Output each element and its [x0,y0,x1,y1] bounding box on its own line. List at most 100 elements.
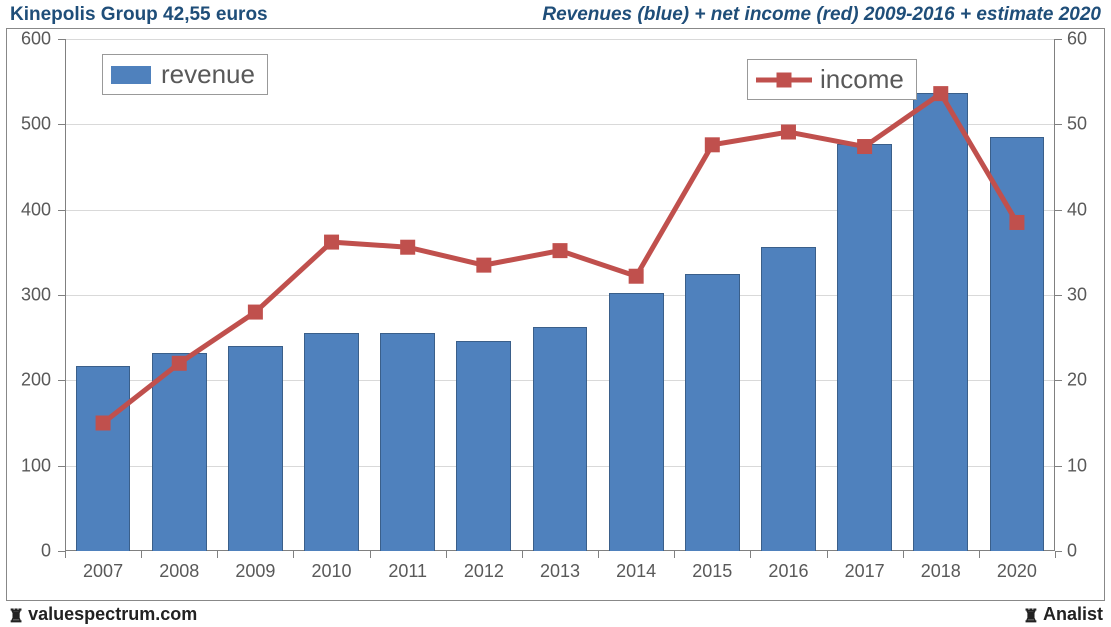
income-marker [400,240,415,255]
ytick-mark-left [58,124,65,125]
ytick-mark-left [58,295,65,296]
xtick-label: 2008 [159,561,199,582]
xtick-label: 2015 [692,561,732,582]
revenue-bar [609,293,664,551]
revenue-bar [380,333,435,551]
xtick-label: 2018 [921,561,961,582]
xtick-mark [446,551,447,558]
plot-area: 0100200300400500600010203040506020072008… [65,39,1055,551]
xtick-mark [674,551,675,558]
ytick-mark-right [1055,210,1062,211]
ytick-label-left: 600 [3,29,51,50]
ytick-label-left: 300 [3,285,51,306]
revenue-bar [456,341,511,551]
ytick-label-right: 20 [1067,370,1087,391]
revenue-bar [228,346,283,551]
ytick-mark-right [1055,466,1062,467]
income-marker [476,258,491,273]
xtick-mark [522,551,523,558]
gridline [65,295,1055,296]
ytick-mark-left [58,210,65,211]
income-marker [324,235,339,250]
ytick-mark-right [1055,380,1062,381]
revenue-bar [990,137,1045,551]
xtick-label: 2013 [540,561,580,582]
rook-icon: ♜ [1023,606,1039,627]
ytick-mark-right [1055,39,1062,40]
ytick-label-left: 100 [3,455,51,476]
ytick-mark-left [58,551,65,552]
xtick-mark [979,551,980,558]
revenue-bar [761,247,816,551]
xtick-label: 2017 [845,561,885,582]
ytick-label-right: 30 [1067,285,1087,306]
y-axis-left [65,39,66,551]
ytick-label-right: 60 [1067,29,1087,50]
gridline [65,124,1055,125]
legend-revenue-swatch [111,66,151,84]
income-marker [781,125,796,140]
ytick-label-right: 10 [1067,455,1087,476]
xtick-mark [370,551,371,558]
xtick-label: 2012 [464,561,504,582]
xtick-mark [293,551,294,558]
legend-revenue: revenue [102,54,268,95]
ytick-mark-left [58,466,65,467]
chart-title-right: Revenues (blue) + net income (red) 2009-… [542,4,1101,26]
ytick-mark-right [1055,295,1062,296]
revenue-bar [685,274,740,551]
chart-header: Kinepolis Group 42,55 euros Revenues (bl… [0,0,1111,28]
footer-left-text: valuespectrum.com [28,604,197,624]
xtick-mark [827,551,828,558]
xtick-mark [750,551,751,558]
ytick-mark-left [58,39,65,40]
chart-footer: ♜valuespectrum.com ♜Analist [0,603,1111,627]
ytick-mark-right [1055,124,1062,125]
revenue-bar [533,327,588,551]
ytick-label-left: 400 [3,199,51,220]
xtick-label: 2007 [83,561,123,582]
ytick-label-right: 50 [1067,114,1087,135]
gridline [65,39,1055,40]
revenue-bar [837,144,892,551]
xtick-label: 2009 [235,561,275,582]
revenue-bar [76,366,131,551]
legend-income: income [747,59,917,100]
footer-right-text: Analist [1043,604,1103,624]
xtick-label: 2011 [388,561,427,582]
chart-container: 0 100 200 300 400 500 600 0 10 20 30 40 50 60 2007 2008… [6,28,1105,601]
xtick-label: 2016 [768,561,808,582]
xtick-label: 2014 [616,561,656,582]
gridline [65,210,1055,211]
footer-right: ♜Analist [1023,604,1103,627]
xtick-mark [217,551,218,558]
xtick-mark [1055,551,1056,558]
xtick-mark [598,551,599,558]
legend-income-label: income [820,64,904,95]
legend-revenue-label: revenue [161,59,255,90]
xtick-mark [65,551,66,558]
rook-icon: ♜ [8,606,24,627]
income-marker [705,137,720,152]
ytick-label-left: 500 [3,114,51,135]
income-marker [629,269,644,284]
ytick-label-left: 0 [3,541,51,562]
ytick-label-left: 200 [3,370,51,391]
revenue-bar [913,93,968,551]
xtick-label: 2010 [312,561,352,582]
xtick-label: 2020 [997,561,1037,582]
xtick-mark [903,551,904,558]
chart-title-left: Kinepolis Group 42,55 euros [10,4,268,26]
income-marker [248,305,263,320]
footer-left: ♜valuespectrum.com [8,604,197,627]
income-marker [553,243,568,258]
y-axis-right [1054,39,1055,551]
xtick-mark [141,551,142,558]
ytick-mark-left [58,380,65,381]
legend-income-swatch [756,70,812,90]
ytick-mark-right [1055,551,1062,552]
ytick-label-right: 0 [1067,541,1077,562]
revenue-bar [152,353,207,551]
revenue-bar [304,333,359,551]
ytick-label-right: 40 [1067,199,1087,220]
